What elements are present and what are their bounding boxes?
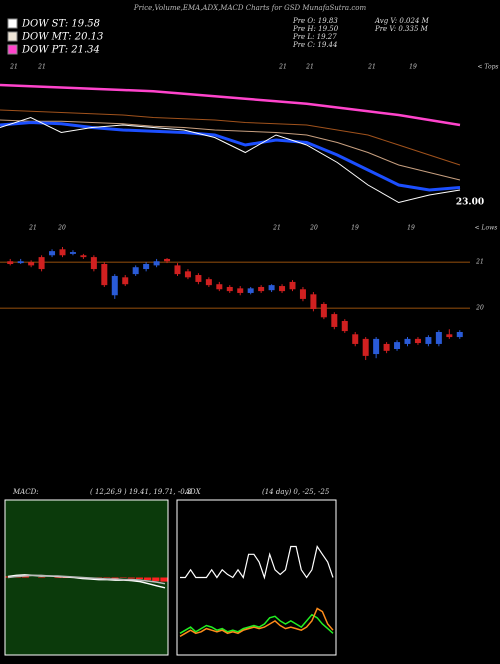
indicator-line	[7, 574, 166, 585]
histogram-bar	[127, 577, 135, 579]
candle-body	[341, 320, 348, 332]
histogram-bar	[135, 577, 144, 580]
panel-title: MACD:	[12, 488, 39, 496]
candle-body	[101, 264, 108, 286]
y-tick-label: 21	[475, 259, 484, 266]
candle-body	[456, 332, 463, 338]
panel-subtitle: (14 day) 0, -25, -25	[262, 488, 330, 496]
candle-body	[383, 343, 390, 351]
candle-body	[38, 257, 45, 270]
candle-body	[404, 338, 411, 344]
candle-body	[247, 288, 254, 293]
ema-line	[0, 83, 461, 127]
candle-body	[28, 262, 35, 266]
panel-subtitle: ( 12,26,9 ) 19.41, 19.71, -0.3	[90, 488, 192, 496]
candle-body	[69, 252, 76, 254]
legend-label: DOW MT: 20.13	[21, 32, 103, 43]
page-title: Price,Volume,EMA,ADX,MACD Charts for GSD…	[133, 4, 367, 12]
candle-body	[7, 261, 14, 264]
candle-body	[153, 261, 160, 266]
candle-body	[195, 275, 202, 282]
bottom-label: 21	[28, 225, 37, 232]
info-text: Pre O: 19.83	[292, 17, 338, 25]
candle-body	[289, 281, 296, 290]
info-text: Pre L: 19.27	[292, 33, 337, 41]
candle-body	[49, 251, 56, 256]
candle-body	[226, 286, 233, 292]
candle-body	[435, 332, 442, 344]
histogram-bar	[111, 577, 119, 579]
histogram-bar	[144, 577, 152, 581]
top-label: 19	[409, 64, 417, 71]
candle-body	[394, 342, 401, 349]
ema-line	[0, 109, 461, 166]
legend-swatch	[7, 18, 18, 29]
panel-title: ADX	[184, 488, 202, 496]
candle-body	[425, 337, 432, 344]
candle-body	[237, 288, 244, 293]
legend-swatch	[7, 31, 18, 42]
histogram-bar	[54, 577, 62, 579]
candle-body	[205, 279, 212, 286]
candle-body	[184, 271, 191, 278]
candle-body	[59, 249, 66, 256]
legend-label: DOW PT: 21.34	[21, 45, 100, 56]
candle-body	[279, 286, 286, 292]
bottom-label: 20	[309, 225, 318, 232]
annotation: 23.00	[456, 198, 484, 208]
indicator-line	[179, 613, 334, 634]
histogram-bar	[103, 577, 111, 579]
info-text: Pre V: 0.335 M	[374, 25, 429, 33]
histogram-bar	[21, 576, 29, 578]
candle-body	[132, 267, 139, 275]
ema-line	[0, 120, 461, 192]
candle-body	[414, 338, 421, 344]
top-label: 21	[278, 64, 287, 71]
histogram-bar	[160, 577, 168, 582]
top-label: < Tops	[477, 64, 498, 71]
ema-line	[0, 116, 461, 204]
legend-label: DOW ST: 19.58	[21, 19, 100, 30]
candle-body	[143, 264, 150, 270]
candle-body	[373, 338, 380, 355]
top-label: 21	[367, 64, 376, 71]
candle-body	[80, 255, 87, 258]
info-text: Avg V: 0.024 M	[374, 17, 430, 25]
top-label: 21	[305, 64, 314, 71]
candle-body	[258, 286, 265, 292]
y-tick-label: 20	[475, 305, 484, 312]
top-label: 21	[37, 64, 46, 71]
candle-body	[268, 285, 275, 291]
candle-body	[111, 275, 118, 296]
histogram-bar	[152, 577, 160, 582]
candle-body	[352, 334, 359, 344]
candle-body	[299, 289, 306, 299]
bottom-label: 20	[57, 225, 66, 232]
bottom-label: 19	[407, 225, 415, 232]
info-text: Pre C: 19.44	[292, 41, 337, 49]
bottom-label: 19	[351, 225, 359, 232]
bottom-label: < Lows	[475, 225, 498, 232]
candle-body	[17, 261, 24, 264]
candle-body	[122, 277, 129, 285]
top-label: 21	[9, 64, 18, 71]
candle-body	[216, 284, 223, 290]
info-text: Pre H: 19.50	[292, 25, 339, 33]
candle-body	[320, 303, 327, 318]
candle-body	[331, 314, 338, 327]
bottom-label: 21	[272, 225, 281, 232]
candle-body	[174, 265, 181, 275]
ema-line	[0, 119, 461, 181]
candle-body	[446, 334, 453, 338]
histogram-bar	[38, 577, 46, 579]
candle-body	[90, 257, 97, 270]
candle-body	[362, 338, 369, 356]
indicator-line	[180, 545, 334, 580]
candle-body	[310, 294, 317, 310]
legend-swatch	[7, 44, 18, 55]
candle-body	[164, 258, 171, 262]
histogram-bar	[119, 577, 127, 579]
indicator-line	[179, 607, 334, 638]
